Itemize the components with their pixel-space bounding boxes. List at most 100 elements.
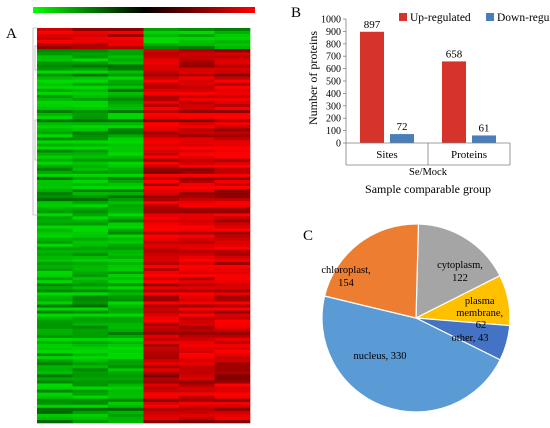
heatmap-cell (108, 410, 144, 415)
heatmap-cell (72, 398, 109, 403)
heatmap-cell (143, 213, 180, 217)
heatmap-cell (179, 310, 215, 314)
heatmap-cell (179, 249, 215, 254)
heatmap-cell (179, 146, 215, 150)
heatmap-cell (72, 389, 109, 393)
heatmap-cell (72, 383, 109, 387)
heatmap-cell (179, 237, 215, 241)
heatmap-cell (214, 34, 251, 38)
pie-label-other-name: other, (452, 333, 476, 344)
heatmap-cell (72, 310, 109, 314)
heatmap-cell (214, 368, 251, 372)
heatmap-cell (179, 100, 215, 105)
pie-label-cytoplasm: cytoplasm, (437, 260, 483, 271)
bar-marks: 897 72 658 61 (360, 19, 496, 143)
heatmap-cell (37, 258, 73, 263)
pie-value-plasma-membrane: 62 (476, 320, 487, 331)
heatmap-cell (214, 179, 251, 184)
heatmap-cell (214, 119, 251, 123)
pie-value-cytoplasm: 122 (452, 273, 468, 284)
heatmap-cell (214, 122, 251, 126)
heatmap-cell (37, 225, 73, 229)
heatmap-cell (37, 207, 73, 211)
heatmap-cell (143, 416, 180, 421)
heatmap-cell (143, 240, 180, 245)
heatmap-cell (214, 152, 251, 156)
heatmap-cell (72, 261, 109, 266)
bar-y-axis-title: Number of proteins (306, 31, 320, 125)
heatmap-cell (214, 88, 251, 93)
heatmap-cell (143, 325, 180, 330)
heatmap-cell (143, 255, 180, 260)
heatmap-cell (37, 110, 73, 114)
heatmap-cell (143, 246, 180, 251)
heatmap-cell (72, 407, 109, 412)
heatmap-cell (37, 204, 73, 208)
heatmap-cell (214, 228, 251, 232)
heatmap-cell (143, 365, 180, 369)
heatmap-cell (179, 113, 215, 117)
heatmap-cell (179, 195, 215, 199)
heatmap-cell (179, 401, 215, 406)
heatmap-cell (143, 389, 180, 393)
heatmap-cell (37, 246, 73, 251)
heatmap-cell (143, 368, 180, 372)
heatmap-cell (108, 283, 144, 287)
heatmap-cell (179, 231, 215, 235)
heatmap-cell (37, 64, 73, 68)
heatmap-cell (72, 122, 109, 126)
heatmap-cell (108, 261, 144, 266)
heatmap-cell (108, 131, 144, 135)
heatmap-cell (143, 167, 180, 172)
heatmap-cell (37, 216, 73, 220)
heatmap-cell (179, 158, 215, 162)
heatmap-cell (37, 116, 73, 120)
heatmap-cell (72, 110, 109, 114)
heatmap-cell (37, 88, 73, 93)
heatmap-cell (179, 292, 215, 296)
heatmap-cell (72, 28, 109, 32)
heatmap-cell (72, 31, 109, 35)
heatmap-cell (214, 353, 251, 357)
heatmap-cell (179, 325, 215, 330)
panel-b: B Up-regulated Down-regulated Number of … (291, 5, 550, 196)
heatmap-cell (72, 322, 109, 327)
heatmap-cell (179, 55, 215, 59)
bar-y-tick-label: 500 (326, 77, 341, 88)
heatmap-cell (179, 119, 215, 123)
heatmap-cell (214, 347, 251, 351)
heatmap-cell (72, 377, 109, 381)
heatmap-cell (72, 392, 109, 396)
heatmap-cell (108, 201, 144, 205)
heatmap-cell (37, 52, 73, 56)
heatmap-cell (214, 116, 251, 120)
heatmap-cell (72, 67, 109, 71)
heatmap-cell (72, 419, 109, 424)
heatmap-cell (143, 353, 180, 357)
heatmap-cell (143, 176, 180, 181)
heatmap-cell (214, 82, 251, 87)
heatmap-cell (108, 322, 144, 327)
heatmap-cell (37, 277, 73, 281)
heatmap-cell (108, 313, 144, 317)
heatmap-cell (143, 170, 180, 175)
heatmap-cell (179, 58, 215, 62)
heatmap-cell (72, 173, 109, 178)
heatmap-cell (179, 356, 215, 360)
heatmap-cell (72, 113, 109, 117)
heatmap-cell (179, 240, 215, 245)
heatmap-cell (214, 404, 251, 409)
heatmap-cell (108, 243, 144, 248)
heatmap-cell (143, 55, 180, 59)
heatmap-cell (214, 91, 251, 96)
heatmap-cell (214, 225, 251, 229)
heatmap-cell (143, 231, 180, 235)
heatmap-cell (143, 122, 180, 126)
heatmap-cell (143, 258, 180, 263)
heatmap-cell (143, 410, 180, 415)
bar-proteins-up (442, 61, 466, 143)
heatmap-cell (214, 64, 251, 68)
heatmap-cell (108, 176, 144, 181)
heatmap-cell (72, 189, 109, 193)
heatmap-cell (108, 128, 144, 132)
